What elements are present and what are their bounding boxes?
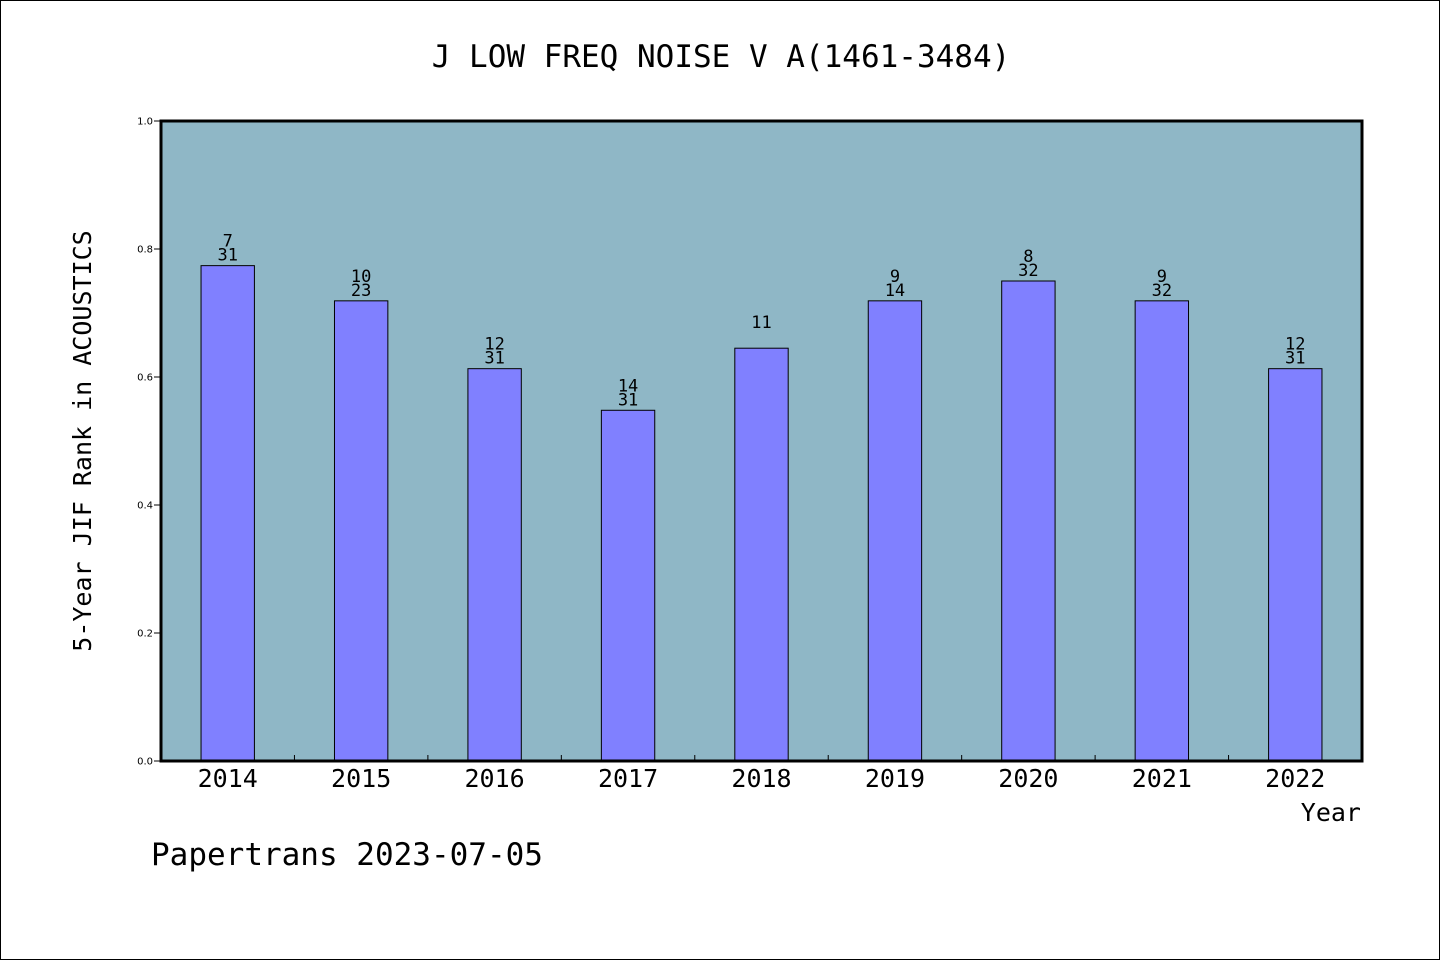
bar-rank-label: 12: [484, 335, 504, 355]
bar-rank-label: 12: [1285, 335, 1305, 355]
x-tick-label: 2018: [731, 764, 791, 793]
y-tick-label: 1.0: [137, 117, 153, 128]
x-axis-label: Year: [1301, 798, 1361, 827]
bar: [333, 300, 389, 762]
bars: [200, 265, 1323, 762]
x-tick-label: 2014: [198, 764, 258, 793]
bar: [1001, 280, 1056, 762]
bar-rank-label: 7: [223, 232, 233, 252]
x-tick-label: 2019: [865, 764, 925, 793]
bar-total-label: 32: [1152, 281, 1172, 301]
bar: [467, 368, 522, 762]
x-tick-label: 2022: [1265, 764, 1325, 793]
x-tick-label: 2021: [1132, 764, 1192, 793]
bar-total-label: 31: [484, 349, 504, 369]
bar-rank-label: 11: [751, 313, 771, 333]
y-axis: 0.0 0.2 0.4 0.6 0.8 1.0: [137, 117, 161, 768]
x-tick-label: 2020: [998, 764, 1058, 793]
y-axis-label: 5-Year JIF Rank in ACOUSTICS: [68, 230, 97, 651]
y-tick-label: 0.0: [137, 757, 153, 768]
x-tick-label: 2016: [465, 764, 525, 793]
bar: [200, 265, 255, 762]
bar-total-label: 32: [1018, 261, 1038, 281]
chart-title: J LOW FREQ NOISE V A(1461-3484): [432, 39, 1011, 75]
x-tick-label: 2015: [331, 764, 391, 793]
bar: [734, 347, 789, 762]
bar-total-label: 23: [351, 281, 371, 301]
y-tick-label: 0.6: [137, 373, 153, 384]
bar-total-label: 31: [1285, 349, 1305, 369]
bar: [867, 300, 923, 762]
bar-total-label: 31: [217, 246, 237, 266]
bar-rank-label: 14: [618, 376, 638, 396]
x-tick-label: 2017: [598, 764, 658, 793]
bar: [1268, 368, 1323, 762]
bar-rank-label: 9: [890, 267, 900, 287]
y-tick-label: 0.8: [137, 245, 153, 256]
bar-total-label: 31: [618, 390, 638, 410]
bar-rank-label: 8: [1023, 247, 1033, 267]
bar: [600, 409, 656, 762]
y-tick-label: 0.2: [137, 629, 153, 640]
x-axis: 2014 2015 2016 2017 2018 2019 2020 2021 2022: [198, 755, 1325, 793]
bar-rank-label: 10: [351, 267, 371, 287]
y-tick-label: 0.4: [137, 501, 153, 512]
bar-total-label: 14: [885, 281, 905, 301]
bar: [1134, 300, 1190, 762]
plot-frame: [159, 119, 1364, 763]
bar-rank-label: 9: [1157, 267, 1167, 287]
footer-credit: Papertrans 2023-07-05: [151, 837, 543, 873]
